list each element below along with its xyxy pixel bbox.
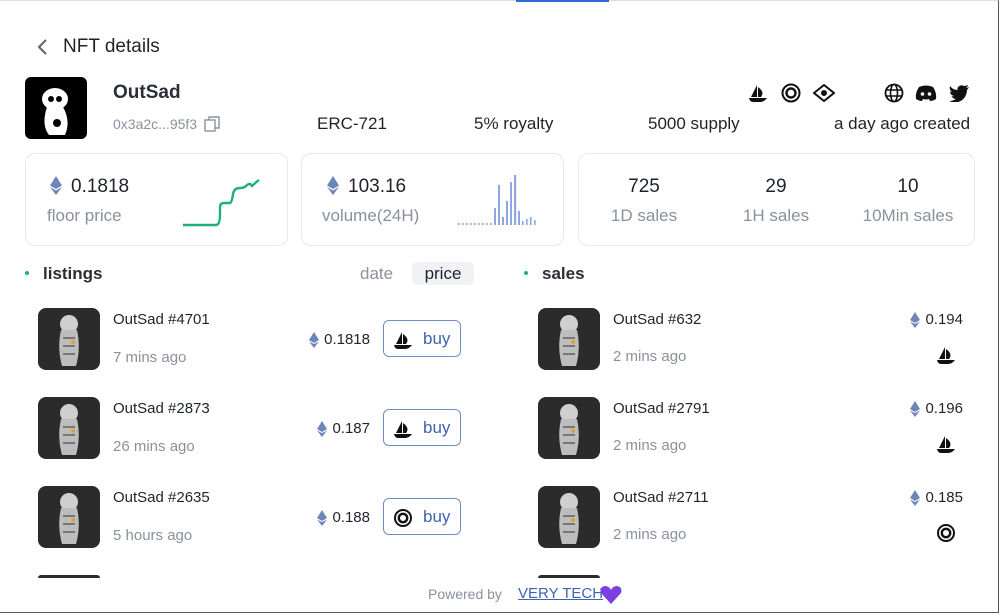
sort-date[interactable]: date xyxy=(360,264,394,283)
sales-1d-label: 1D sales xyxy=(610,206,678,225)
eth-icon xyxy=(309,332,319,348)
buy-button[interactable] xyxy=(383,498,461,535)
nft-thumbnail xyxy=(38,308,100,370)
nft-name: OutSad #2635 xyxy=(113,489,210,506)
volume-label: volume(24H) xyxy=(322,206,420,225)
twitter-link[interactable] xyxy=(949,84,970,102)
powered-by: Powered by xyxy=(428,586,502,602)
very-tech-logo xyxy=(600,586,622,604)
sold-time: 2 mins ago xyxy=(613,437,687,454)
nft-thumbnail xyxy=(38,397,100,459)
nft-name: OutSad #2791 xyxy=(613,400,710,417)
nft-name: OutSad #632 xyxy=(613,311,702,328)
contract-address: 0x3a2c...95f3 xyxy=(113,116,198,132)
volume-card xyxy=(301,153,564,246)
nft-thumbnail-partial xyxy=(538,575,600,578)
nft-name: OutSad #4701 xyxy=(113,311,210,328)
listings-heading: listings xyxy=(43,264,103,283)
listing-price: 0.188 xyxy=(332,509,370,526)
nft-name: OutSad #2873 xyxy=(113,400,210,417)
collection-logo xyxy=(25,77,87,139)
listing-price: 0.187 xyxy=(332,420,370,437)
buy-label[interactable]: buy xyxy=(423,418,451,437)
sale-price: 0.185 xyxy=(925,489,963,506)
listings-dot xyxy=(25,271,29,275)
very-tech-link[interactable]: VERY TECH xyxy=(518,585,604,602)
royalty: 5% royalty xyxy=(474,114,554,133)
buy-button[interactable] xyxy=(383,409,461,446)
nft-thumbnail xyxy=(538,397,600,459)
volume-value: 103.16 xyxy=(348,176,407,197)
supply: 5000 supply xyxy=(648,114,740,133)
eth-icon xyxy=(50,176,62,195)
market-icon xyxy=(394,332,412,349)
active-tab-indicator xyxy=(516,0,609,2)
discord-link[interactable] xyxy=(915,84,937,102)
sort-price-pill[interactable] xyxy=(412,262,474,285)
page-title: NFT details xyxy=(63,36,160,57)
sales-1h-value: 29 xyxy=(765,176,787,197)
floor-price-value: 0.1818 xyxy=(71,176,130,197)
listing-price: 0.1818 xyxy=(324,331,370,348)
collection-name: OutSad xyxy=(113,82,181,103)
sales-heading: sales xyxy=(542,264,585,283)
opensea-link[interactable] xyxy=(748,83,768,103)
sold-time: 2 mins ago xyxy=(613,526,687,543)
eth-icon xyxy=(317,421,327,437)
nft-name: OutSad #2711 xyxy=(613,489,709,506)
market-icon xyxy=(937,524,955,542)
volume-histogram xyxy=(458,175,536,225)
sort-price[interactable]: price xyxy=(424,264,462,283)
listed-time: 7 mins ago xyxy=(113,349,187,366)
listed-time: 26 mins ago xyxy=(113,438,195,455)
market-icon xyxy=(394,509,412,527)
eth-icon xyxy=(910,490,920,506)
market-icon xyxy=(937,436,955,453)
market-icon xyxy=(937,347,955,364)
created: a day ago created xyxy=(834,114,971,133)
nft-thumbnail xyxy=(538,486,600,548)
buy-label[interactable]: buy xyxy=(423,329,451,348)
sales-1d-value: 725 xyxy=(628,176,660,197)
eth-icon xyxy=(910,401,920,417)
floor-sparkline xyxy=(183,179,260,227)
looksrare-link[interactable] xyxy=(781,83,801,103)
eth-icon xyxy=(317,510,327,526)
token-standard: ERC-721 xyxy=(317,114,387,133)
sale-price: 0.194 xyxy=(925,311,963,328)
buy-button[interactable] xyxy=(383,320,461,357)
sales-1h-label: 1H sales xyxy=(742,206,810,225)
copy-icon[interactable] xyxy=(203,115,221,133)
buy-label[interactable]: buy xyxy=(423,507,451,526)
sold-time: 2 mins ago xyxy=(613,348,687,365)
eth-icon xyxy=(910,312,920,328)
market-icon xyxy=(394,421,412,438)
sales-10min-label: 10Min sales xyxy=(862,206,954,225)
back-icon[interactable] xyxy=(36,38,50,56)
sale-price: 0.196 xyxy=(925,400,963,417)
website-link[interactable] xyxy=(884,83,904,103)
sales-10min-value: 10 xyxy=(897,176,919,197)
sales-card xyxy=(578,153,975,246)
floor-price-label: floor price xyxy=(47,206,122,225)
footer xyxy=(0,578,998,612)
nft-thumbnail xyxy=(538,308,600,370)
eth-icon xyxy=(327,176,339,195)
x2y2-link[interactable] xyxy=(813,83,835,103)
listed-time: 5 hours ago xyxy=(113,527,193,544)
nft-thumbnail-partial xyxy=(38,575,100,578)
floor-card xyxy=(25,153,288,246)
nft-thumbnail xyxy=(38,486,100,548)
sales-dot xyxy=(524,271,528,275)
